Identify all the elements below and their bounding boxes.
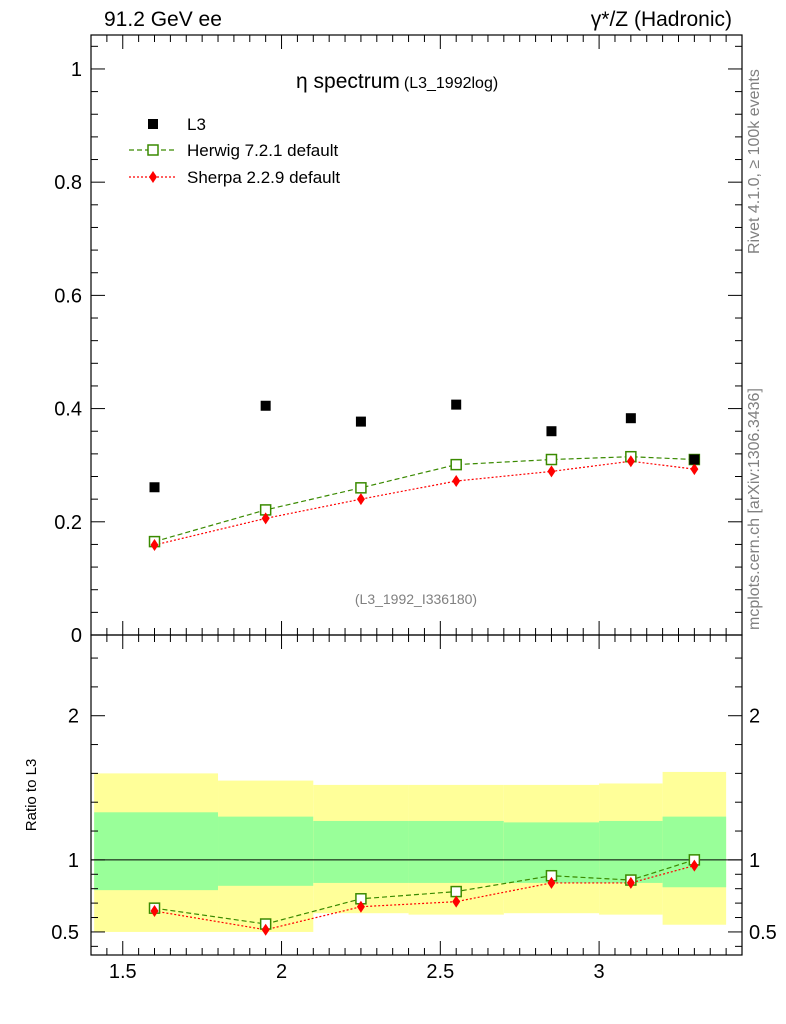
herwig-ratio-point bbox=[450, 885, 462, 898]
sherpa-ratio-point bbox=[261, 923, 270, 936]
legend-l3-marker bbox=[148, 119, 158, 129]
series-marks bbox=[148, 399, 701, 936]
ratio-band-inner bbox=[94, 812, 219, 891]
sherpa-point bbox=[626, 455, 635, 468]
y-tick-label: 0.2 bbox=[54, 512, 82, 534]
sherpa-point bbox=[690, 463, 699, 476]
y-tick-label: 0.6 bbox=[54, 285, 82, 307]
ratio-band-inner bbox=[662, 816, 727, 888]
ratio-y-tick-label: 2 bbox=[68, 706, 79, 728]
ratio-y-tick-label: 1 bbox=[68, 850, 79, 872]
l3-data-point bbox=[625, 413, 636, 424]
ratio-band-inner bbox=[218, 816, 314, 886]
analysis-watermark: (L3_1992_I336180) bbox=[355, 591, 477, 607]
l3-data-point bbox=[355, 416, 366, 427]
sherpa-point bbox=[150, 539, 159, 551]
sherpa-point bbox=[356, 493, 365, 506]
title-main: η spectrum bbox=[296, 70, 400, 93]
y-tick-label: 0 bbox=[71, 625, 82, 647]
sherpa-ratio-point bbox=[626, 876, 635, 889]
ratio-band-inner bbox=[408, 820, 504, 883]
axes: 1.5 2 2.5 3 0 0.2 0.4 0.6 0.8 1 0.5 0.5 1 1 2 2 bbox=[51, 34, 777, 983]
sherpa-ratio-point bbox=[452, 895, 461, 908]
legend-l3-label: L3 bbox=[187, 115, 206, 134]
ratio-band-inner bbox=[313, 820, 409, 883]
legend-sherpa-label: Sherpa 2.2.9 default bbox=[187, 168, 340, 187]
x-tick-label: 2 bbox=[276, 961, 287, 983]
sherpa-ratio-point bbox=[150, 905, 159, 918]
legend-herwig-label: Herwig 7.2.1 default bbox=[187, 141, 338, 160]
herwig-point bbox=[450, 458, 462, 471]
x-tick-label: 3 bbox=[594, 961, 605, 983]
header-process: 91.2 GeV ee bbox=[104, 8, 222, 31]
ratio-plot-frame bbox=[90, 634, 743, 956]
ratio-y-tick-label-right: 0.5 bbox=[749, 922, 777, 944]
x-tick-label: 2.5 bbox=[426, 961, 454, 983]
sherpa-point bbox=[261, 512, 270, 525]
l3-data-point bbox=[689, 454, 700, 465]
l3-data-point bbox=[451, 399, 462, 410]
ratio-y-axis-label: Ratio to L3 bbox=[23, 759, 40, 832]
herwig-point bbox=[545, 453, 558, 466]
sherpa-ratio-point bbox=[547, 876, 556, 889]
ratio-y-tick-label: 0.5 bbox=[51, 922, 79, 944]
main-plot-title: η spectrum (L3_1992log) bbox=[296, 70, 498, 93]
y-tick-label: 0.8 bbox=[54, 172, 82, 194]
l3-data-point bbox=[546, 426, 557, 437]
sherpa-line bbox=[154, 460, 695, 546]
herwig-line bbox=[154, 456, 695, 543]
title-sub: (L3_1992log) bbox=[404, 75, 498, 92]
x-tick-label: 1.5 bbox=[109, 961, 137, 983]
header-channel: γ*/Z (Hadronic) bbox=[590, 8, 732, 31]
ratio-band-inner bbox=[599, 820, 663, 883]
legend: L3 Herwig 7.2.1 default Sherpa 2.2.9 defau… bbox=[129, 115, 340, 187]
ratio-uncertainty-bands bbox=[94, 771, 727, 932]
ratio-y-tick-label-right: 2 bbox=[749, 706, 760, 728]
y-tick-label: 1 bbox=[71, 59, 82, 81]
y-tick-label: 0.4 bbox=[54, 399, 82, 421]
sherpa-ratio-point bbox=[690, 859, 699, 872]
sherpa-ratio-point bbox=[356, 900, 365, 913]
legend-sherpa-marker bbox=[149, 171, 157, 183]
chart-labels: η spectrum (L3_1992log) (L3_1992_I336180)… bbox=[23, 70, 498, 831]
sherpa-point bbox=[452, 475, 461, 488]
legend-herwig-marker bbox=[147, 144, 159, 156]
l3-data-point bbox=[149, 482, 160, 493]
ratio-y-tick-label-right: 1 bbox=[749, 850, 760, 872]
herwig-point bbox=[355, 482, 367, 494]
l3-data-point bbox=[260, 400, 271, 411]
sherpa-point bbox=[547, 465, 556, 478]
